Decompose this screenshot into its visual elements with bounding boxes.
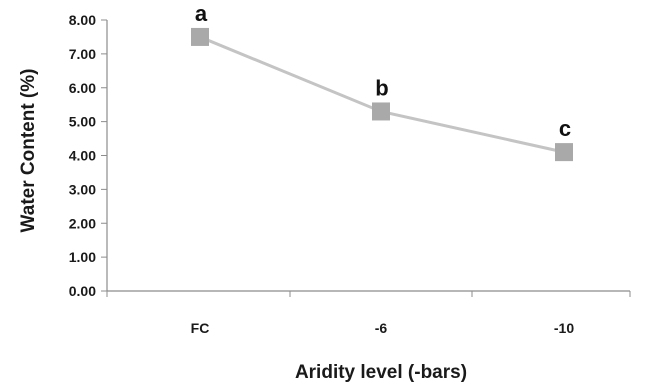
data-point [191, 27, 209, 46]
y-tick-label: 3.00 [69, 181, 96, 197]
y-axis-title: Water Content (%) [18, 69, 39, 233]
y-tick-label: 5.00 [69, 114, 96, 130]
significance-label: b [375, 75, 388, 100]
x-axis-title: Aridity level (-bars) [295, 362, 467, 383]
x-tick-label: -6 [375, 320, 388, 336]
y-tick-label: 4.00 [69, 148, 96, 164]
significance-label: c [559, 116, 571, 141]
y-tick-label: 7.00 [69, 46, 96, 62]
x-tick-label: -10 [554, 320, 574, 336]
x-ticks: FC -6 -10 [106, 291, 631, 336]
significance-labels: a b c [195, 1, 571, 141]
series-water-content [191, 27, 573, 162]
significance-label: a [195, 1, 208, 26]
y-tick-label: 0.00 [69, 283, 96, 299]
y-ticks: 0.00 1.00 2.00 3.00 4.00 5.00 6.00 7.00 8.00 [69, 12, 107, 299]
y-tick-label: 2.00 [69, 215, 96, 231]
data-point [372, 102, 390, 121]
x-tick-label: FC [191, 320, 210, 336]
data-point [555, 143, 573, 162]
y-tick-label: 6.00 [69, 80, 96, 96]
y-tick-label: 1.00 [69, 249, 96, 265]
y-tick-label: 8.00 [69, 12, 96, 28]
